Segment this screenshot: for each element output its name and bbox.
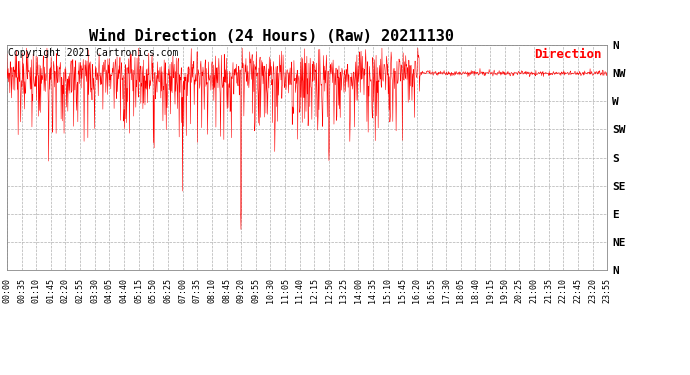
Text: Direction: Direction <box>533 48 601 62</box>
Text: Copyright 2021 Cartronics.com: Copyright 2021 Cartronics.com <box>8 48 179 58</box>
Title: Wind Direction (24 Hours) (Raw) 20211130: Wind Direction (24 Hours) (Raw) 20211130 <box>88 29 453 44</box>
